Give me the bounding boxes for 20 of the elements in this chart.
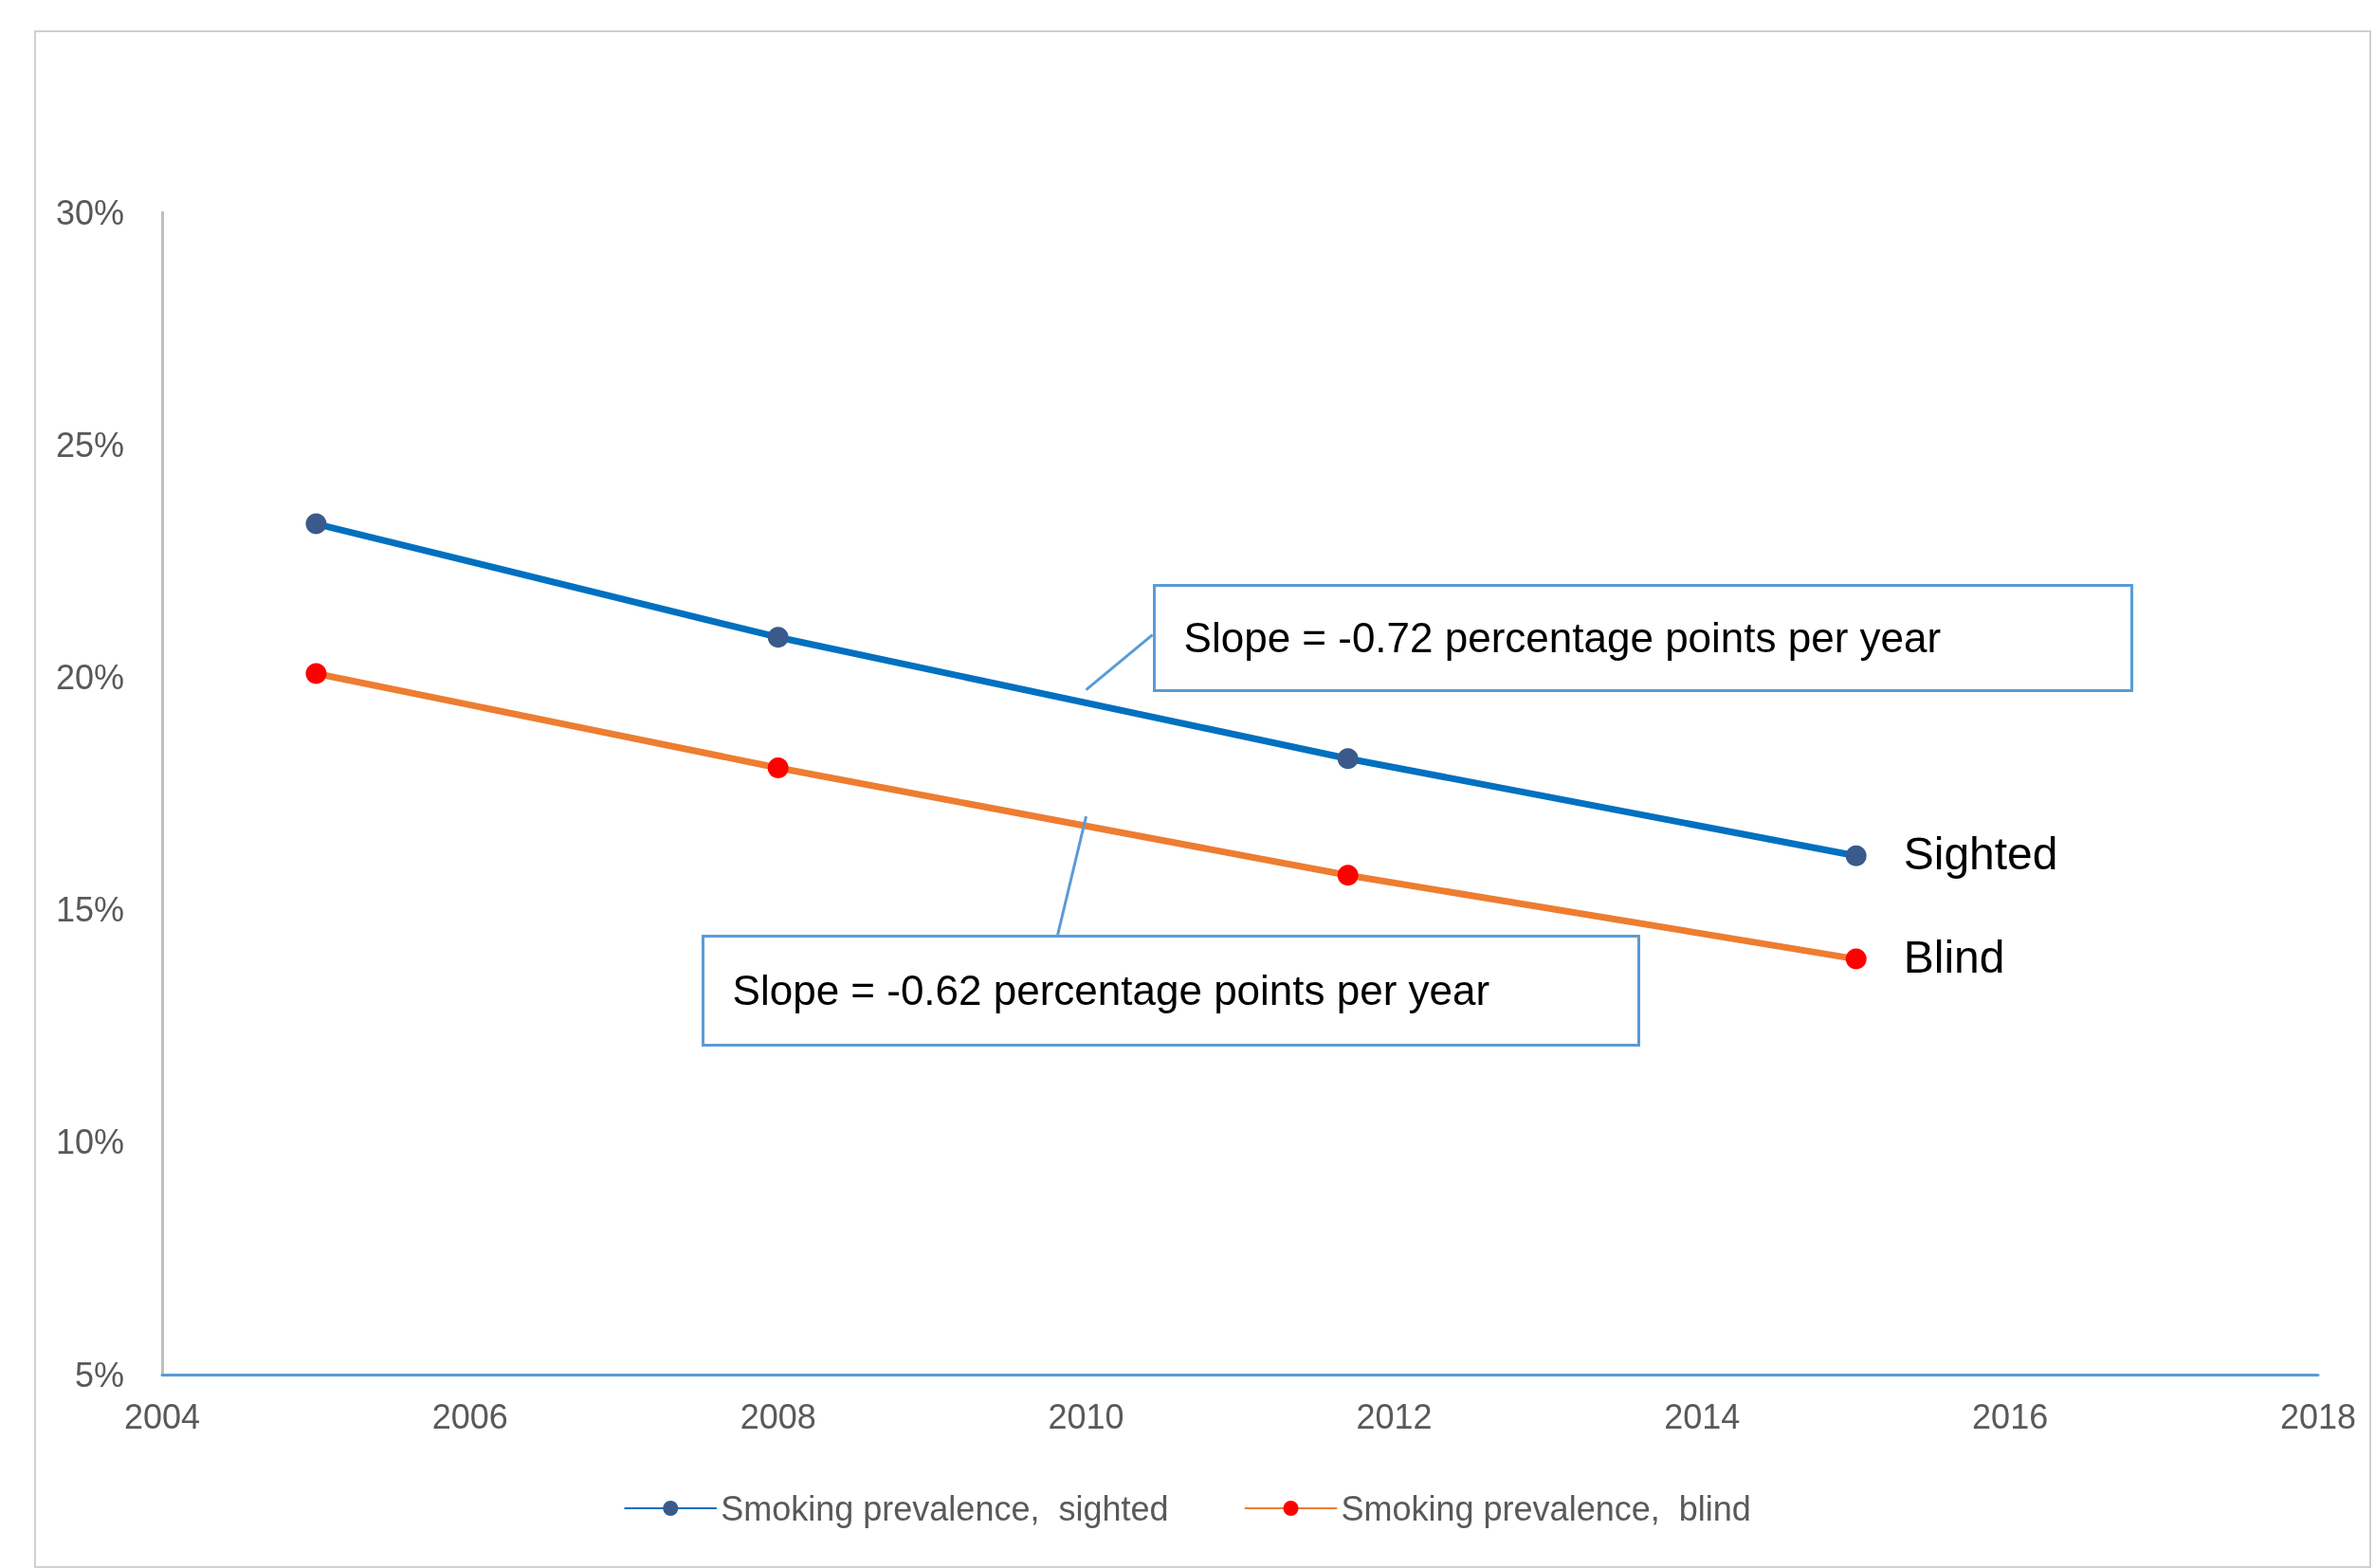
x-tick-label: 2014 xyxy=(1664,1396,1741,1436)
x-tick-label: 2004 xyxy=(123,1396,201,1436)
x-tick-label: 2010 xyxy=(1048,1396,1124,1436)
x-tick-label: 2012 xyxy=(1356,1396,1433,1436)
x-tick-label: 2016 xyxy=(1972,1396,2049,1436)
y-tick-label: 20% xyxy=(55,657,124,697)
y-tick-label: 25% xyxy=(55,425,124,465)
y-tick-label: 5% xyxy=(74,1355,124,1395)
annotation: Blind xyxy=(1903,930,2005,983)
y-tick-label: 10% xyxy=(55,1122,124,1162)
x-tick-label: 2006 xyxy=(431,1396,508,1436)
y-tick-label: 30% xyxy=(55,192,124,232)
legend-label: Smoking prevalence, blind xyxy=(1341,1488,1751,1528)
x-tick-label: 2008 xyxy=(740,1396,816,1436)
callout-box: Slope = -0.62 percentage points per year xyxy=(701,935,1640,1047)
legend-label: Smoking prevalence, sighted xyxy=(721,1488,1169,1528)
callout-box: Slope = -0.72 percentage points per year xyxy=(1152,583,2133,692)
x-tick-label: 2018 xyxy=(2279,1396,2357,1436)
y-tick-label: 15% xyxy=(55,890,124,930)
annotation: Sighted xyxy=(1903,827,2058,880)
